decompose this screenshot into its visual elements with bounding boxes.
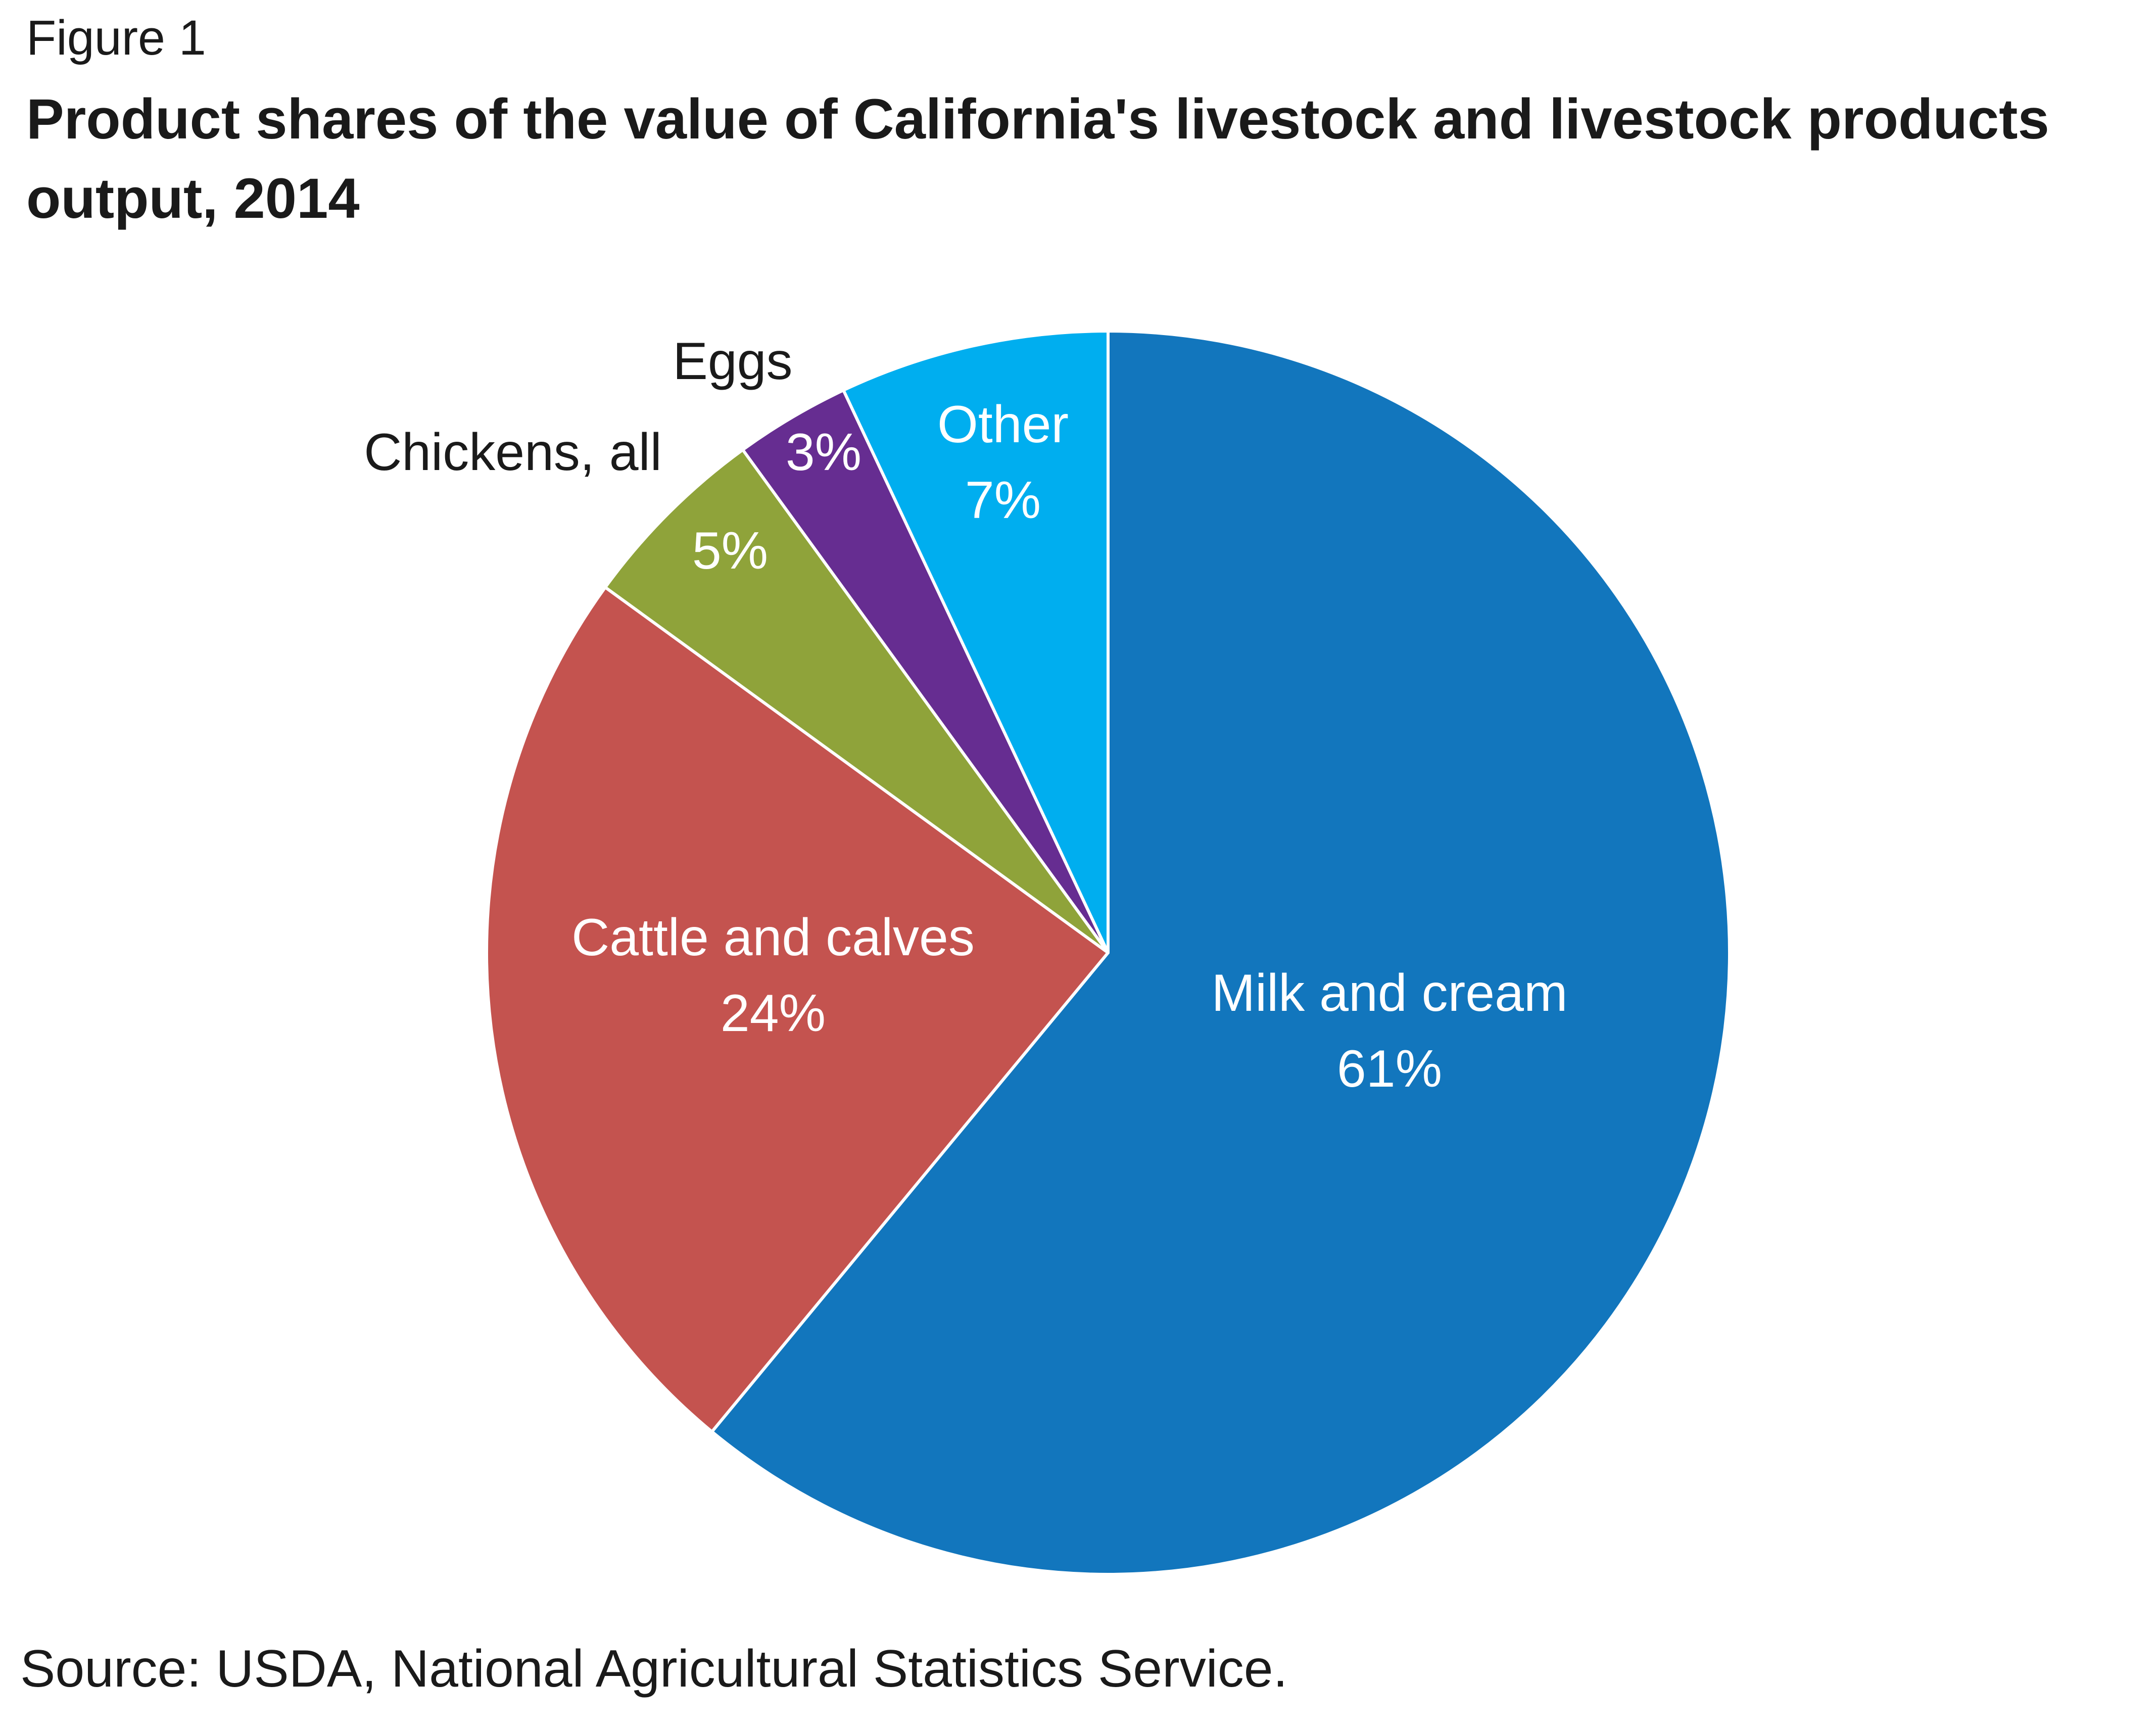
slice-value-eggs: 3% <box>786 423 861 482</box>
pie-slice-milk-and-cream <box>710 330 1731 1576</box>
slice-label-chickens-all: Chickens, all <box>364 423 662 482</box>
pie-slice-other <box>842 330 1110 954</box>
slice-value-other: 7% <box>965 471 1041 530</box>
slice-value-milk-and-cream: 61% <box>1337 1040 1442 1098</box>
slice-value-chickens-all: 5% <box>692 522 768 580</box>
slice-value-cattle-and-calves: 24% <box>721 984 826 1043</box>
slice-label-cattle-and-calves: Cattle and calves <box>571 908 975 967</box>
slice-label-milk-and-cream: Milk and cream <box>1211 964 1567 1022</box>
source-note: Source: USDA, National Agricultural Stat… <box>20 1640 1288 1698</box>
pie-slice-cattle-and-calves <box>485 586 1110 1433</box>
pie-slice-chickens-all <box>603 448 1110 954</box>
slice-label-eggs: Eggs <box>673 332 792 391</box>
figure-label: Figure 1 <box>26 10 206 65</box>
chart-title: Product shares of the value of Californi… <box>26 87 2049 230</box>
slice-label-other: Other <box>937 395 1069 454</box>
